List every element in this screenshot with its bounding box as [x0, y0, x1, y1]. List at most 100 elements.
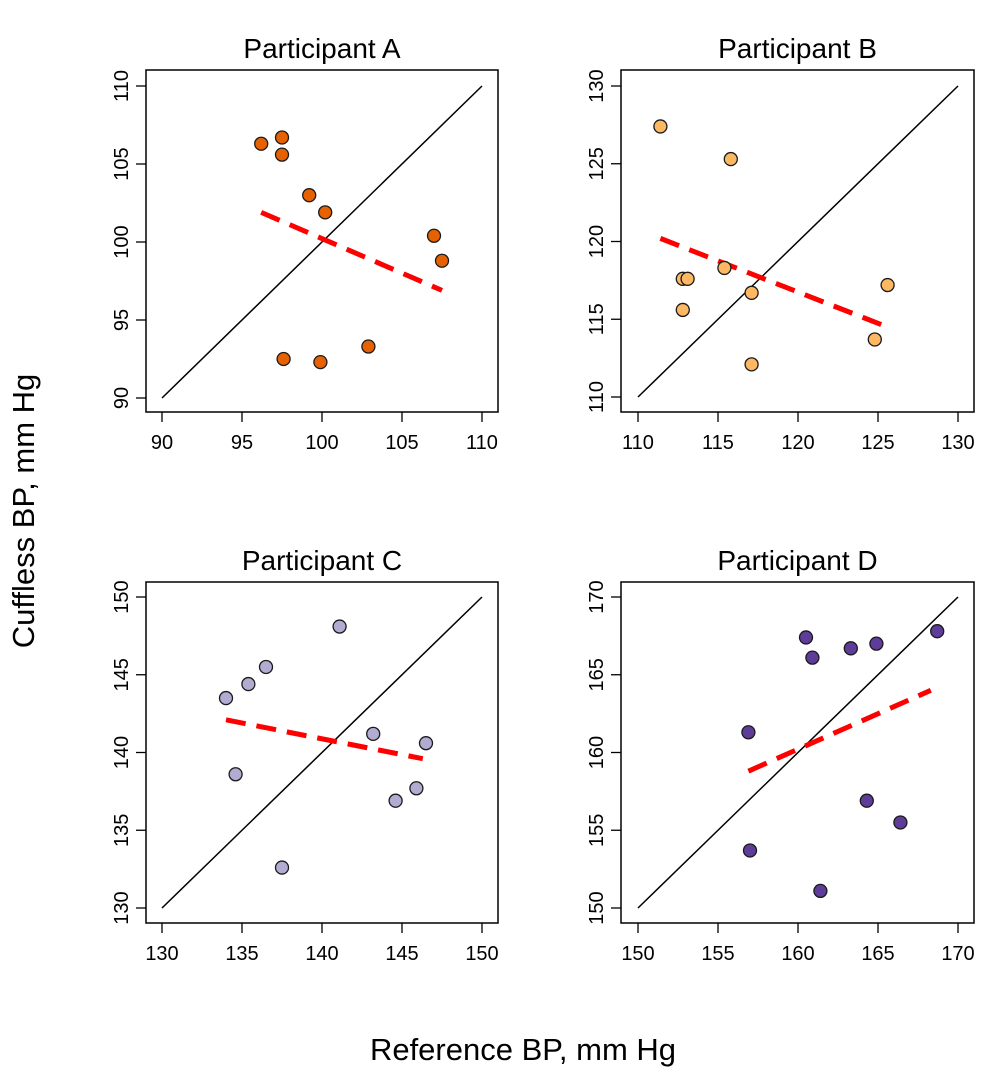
data-point	[859, 793, 874, 808]
data-point	[717, 260, 732, 276]
data-point	[418, 736, 434, 751]
data-point	[867, 332, 882, 347]
panel-d: Participant D 150 155 160 165 170 150 155 160 165…	[586, 545, 975, 965]
y-tick-label: 135	[111, 814, 133, 847]
data-point	[274, 130, 290, 145]
data-point	[332, 619, 347, 634]
y-tick-label: 145	[111, 658, 133, 691]
identity-line	[637, 596, 959, 909]
x-tick-label: 155	[701, 943, 734, 965]
data-point	[434, 253, 450, 268]
identity-line	[161, 596, 483, 909]
identity-line	[637, 85, 959, 398]
x-tick-label: 150	[465, 943, 498, 965]
identity-line	[161, 85, 483, 399]
x-tick-label: 145	[385, 943, 418, 965]
x-tick-label: 90	[151, 432, 173, 454]
data-point	[241, 676, 256, 692]
data-point	[843, 641, 858, 656]
y-tick-label: 95	[111, 309, 133, 331]
x-tick-label: 95	[231, 432, 253, 454]
y-tick-label: 115	[586, 303, 608, 335]
data-point	[930, 624, 945, 639]
panel-b: Participant B 110 115 120 125 130 110 115 120 125…	[586, 33, 975, 454]
data-point	[653, 119, 668, 134]
panel-title: Participant D	[717, 545, 877, 576]
regression-line	[260, 210, 443, 293]
data-point	[218, 690, 234, 706]
y-tick-label: 125	[586, 147, 608, 180]
x-tick-label: 140	[305, 943, 338, 965]
data-point	[366, 726, 381, 741]
data-point	[869, 636, 884, 651]
data-point	[361, 339, 376, 354]
panel-title: Participant A	[243, 33, 401, 64]
y-tick-label: 90	[111, 387, 133, 409]
panel-title: Participant C	[242, 545, 402, 576]
y-tick-label: 150	[111, 580, 133, 613]
y-tick-label: 160	[586, 736, 608, 769]
x-axis-title: Reference BP, mm Hg	[370, 1032, 676, 1067]
x-tick-label: 125	[861, 432, 894, 454]
data-point	[228, 767, 243, 782]
y-axis-title: Cuffless BP, mm Hg	[6, 374, 41, 649]
data-point	[893, 815, 908, 830]
x-tick-label: 100	[305, 432, 338, 454]
panel-a: Participant A 90 95 100 105 110 90 95 100 105 110	[111, 33, 499, 454]
regression-line	[659, 236, 889, 330]
y-tick-label: 110	[111, 70, 133, 102]
data-point	[274, 147, 290, 162]
x-tick-label: 150	[621, 943, 654, 965]
data-point	[680, 271, 695, 286]
data-point	[742, 843, 758, 858]
y-tick-label: 110	[586, 381, 608, 413]
data-point	[254, 136, 269, 151]
y-tick-label: 120	[586, 225, 608, 258]
data-point	[409, 781, 424, 796]
regression-line	[225, 717, 424, 762]
x-tick-label: 160	[781, 943, 814, 965]
y-tick-label: 130	[111, 891, 133, 924]
data-point	[744, 285, 759, 300]
x-tick-label: 120	[781, 432, 814, 454]
x-tick-label: 105	[385, 432, 418, 454]
data-point	[426, 228, 442, 243]
y-tick-label: 155	[586, 814, 608, 847]
y-tick-label: 165	[586, 658, 608, 691]
data-point	[741, 725, 756, 740]
x-tick-label: 110	[466, 432, 498, 454]
data-point	[744, 357, 759, 372]
data-point	[258, 659, 274, 675]
x-tick-label: 165	[861, 943, 894, 965]
x-tick-label: 110	[622, 432, 654, 454]
x-tick-label: 130	[145, 943, 178, 965]
data-point	[276, 351, 291, 367]
data-point	[318, 205, 333, 220]
data-point	[723, 151, 738, 167]
data-point	[880, 277, 895, 293]
y-tick-label: 150	[586, 891, 608, 924]
panels: Participant A90 95 100 105 1109095100105110P…	[111, 33, 975, 965]
x-tick-label: 170	[941, 943, 974, 965]
regression-line	[747, 688, 932, 774]
x-tick-label: 130	[941, 432, 974, 454]
data-point	[675, 302, 690, 318]
data-point	[313, 354, 328, 370]
panel-title: Participant B	[718, 33, 877, 64]
data-point	[805, 650, 820, 665]
y-tick-label: 130	[586, 69, 608, 102]
data-point	[813, 883, 828, 899]
panel-c: Participant C 130 135 140 145 150 130 135 140 145…	[111, 545, 499, 965]
x-tick-label: 115	[702, 432, 734, 454]
data-point	[388, 793, 403, 808]
y-tick-label: 170	[586, 580, 608, 613]
y-tick-label: 140	[111, 736, 133, 769]
y-tick-label: 100	[111, 225, 133, 258]
data-point	[302, 188, 317, 203]
data-point	[274, 860, 290, 875]
x-tick-label: 135	[225, 943, 258, 965]
y-tick-label: 105	[111, 147, 133, 180]
data-point	[798, 630, 814, 645]
